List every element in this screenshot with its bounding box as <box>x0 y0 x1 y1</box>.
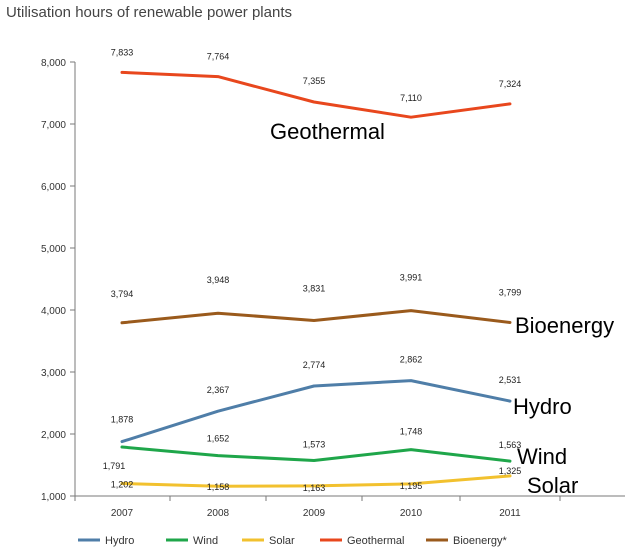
data-label-geothermal: 7,324 <box>499 79 522 89</box>
y-tick-label: 5,000 <box>41 244 66 255</box>
legend: Hydro Wind Solar Geothermal Bioenergy* <box>78 535 508 547</box>
data-label-geothermal: 7,110 <box>400 93 422 103</box>
y-tick-label: 2,000 <box>41 430 66 441</box>
data-label-solar: 1,163 <box>303 483 326 493</box>
series-lines <box>120 70 512 488</box>
annotation-wind: Wind <box>517 444 567 469</box>
axes: 1,000 2,000 3,000 4,000 5,000 6,000 7,000 8,000… <box>41 58 625 519</box>
data-label-wind: 1,748 <box>400 427 423 437</box>
legend-label-hydro: Hydro <box>105 535 134 547</box>
annotation-bioenergy: Bioenergy <box>515 313 614 338</box>
series-line-geothermal <box>120 70 512 119</box>
data-label-solar: 1,202 <box>111 479 134 489</box>
chart-title: Utilisation hours of renewable power pla… <box>6 4 292 21</box>
data-label-hydro: 2,531 <box>499 375 522 385</box>
data-label-wind: 1,652 <box>207 434 230 444</box>
series-line-wind <box>120 445 512 463</box>
y-tick-label: 6,000 <box>41 182 66 193</box>
data-label-wind: 1,791 <box>103 461 126 471</box>
data-label-bioenergy: 3,799 <box>499 287 522 297</box>
annotation-hydro: Hydro <box>513 394 572 419</box>
legend-label-solar: Solar <box>269 535 295 547</box>
data-label-hydro: 1,878 <box>111 415 134 425</box>
series-line-hydro <box>120 379 512 444</box>
legend-label-wind: Wind <box>193 535 218 547</box>
data-label-bioenergy: 3,794 <box>111 289 134 299</box>
data-label-bioenergy: 3,831 <box>303 283 326 293</box>
data-labels: 1,878 2,367 2,774 2,862 2,531 1,791 1,652 1,573… <box>103 47 522 493</box>
x-tick-label: 2008 <box>207 508 230 519</box>
data-label-solar: 1,325 <box>499 466 522 476</box>
data-label-solar: 1,158 <box>207 482 230 492</box>
y-tick-label: 7,000 <box>41 120 66 131</box>
x-tick-label: 2011 <box>499 508 521 519</box>
legend-label-bioenergy: Bioenergy* <box>453 535 508 547</box>
annotation-solar: Solar <box>527 473 578 498</box>
data-label-hydro: 2,774 <box>303 360 326 370</box>
data-label-bioenergy: 3,991 <box>400 273 423 283</box>
data-label-geothermal: 7,764 <box>207 52 230 62</box>
annotation-geothermal: Geothermal <box>270 119 385 144</box>
legend-label-geothermal: Geothermal <box>347 535 404 547</box>
data-label-hydro: 2,367 <box>207 385 230 395</box>
y-tick-label: 3,000 <box>41 368 66 379</box>
data-label-geothermal: 7,355 <box>303 76 326 86</box>
series-line-solar <box>120 474 512 488</box>
y-tick-label: 8,000 <box>41 58 66 69</box>
y-tick-label: 4,000 <box>41 306 66 317</box>
data-label-bioenergy: 3,948 <box>207 275 230 285</box>
data-label-solar: 1,195 <box>400 481 423 491</box>
series-annotations: Hydro Wind Solar Geothermal Bioenergy <box>270 119 614 498</box>
data-label-wind: 1,573 <box>303 439 326 449</box>
x-tick-label: 2009 <box>303 508 326 519</box>
x-tick-label: 2010 <box>400 508 423 519</box>
data-label-hydro: 2,862 <box>400 355 423 365</box>
y-tick-label: 1,000 <box>41 492 66 503</box>
data-label-geothermal: 7,833 <box>111 47 134 57</box>
x-tick-label: 2007 <box>111 508 134 519</box>
data-label-wind: 1,563 <box>499 440 522 450</box>
series-line-bioenergy <box>120 309 512 325</box>
